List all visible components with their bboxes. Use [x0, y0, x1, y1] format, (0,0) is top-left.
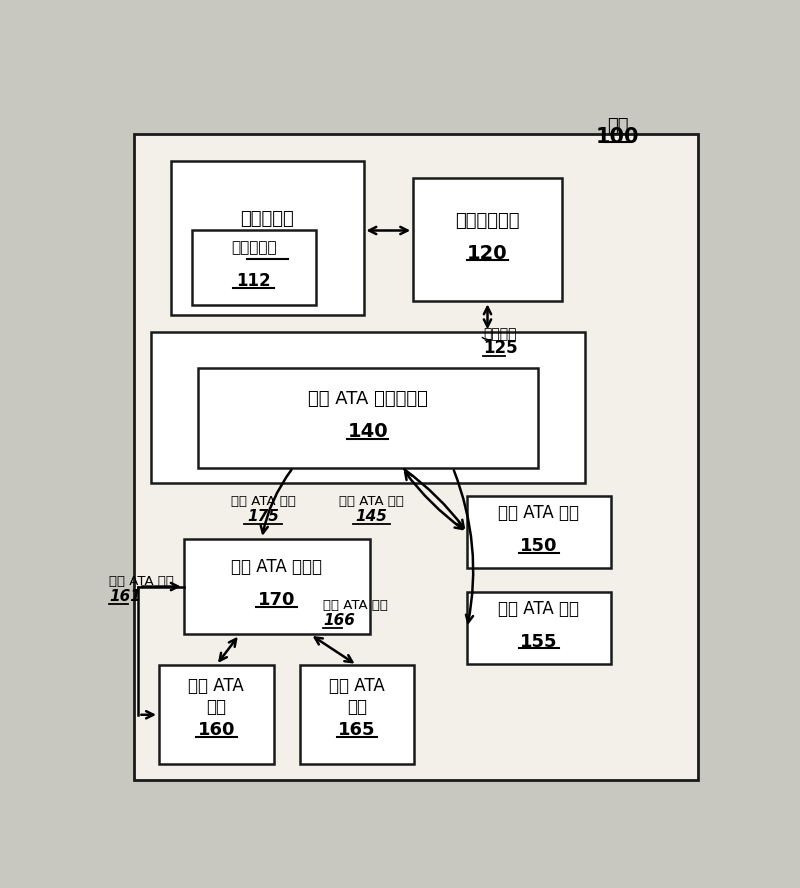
- FancyArrowPatch shape: [142, 711, 154, 718]
- Bar: [184, 539, 370, 634]
- Text: 串行 ATA: 串行 ATA: [188, 677, 244, 695]
- Text: 166: 166: [323, 613, 355, 628]
- Text: 串行 ATA 链路: 串行 ATA 链路: [323, 599, 388, 612]
- Bar: [467, 496, 611, 568]
- Text: 160: 160: [198, 721, 235, 739]
- FancyArrowPatch shape: [315, 638, 352, 662]
- Text: 串行 ATA 主机控制器: 串行 ATA 主机控制器: [308, 390, 428, 408]
- Text: 串行 ATA 链路: 串行 ATA 链路: [110, 575, 174, 588]
- Bar: [159, 665, 274, 765]
- Text: 155: 155: [520, 632, 558, 651]
- Text: 145: 145: [356, 509, 387, 524]
- FancyArrowPatch shape: [454, 470, 474, 622]
- Text: 串行 ATA 倍增器: 串行 ATA 倍增器: [231, 559, 322, 576]
- Text: 装置: 装置: [206, 698, 226, 716]
- Text: 系统存储器: 系统存储器: [241, 210, 294, 228]
- Text: 161: 161: [110, 589, 141, 604]
- Text: 130: 130: [347, 412, 388, 431]
- Text: 系统: 系统: [607, 116, 629, 135]
- Text: 110: 110: [247, 242, 288, 261]
- Text: 112: 112: [237, 272, 271, 289]
- Text: 串行 ATA: 串行 ATA: [329, 677, 385, 695]
- FancyArrowPatch shape: [405, 472, 462, 529]
- FancyArrowPatch shape: [404, 469, 464, 527]
- Text: 串行 ATA 装置: 串行 ATA 装置: [498, 504, 579, 522]
- Bar: [413, 178, 562, 301]
- Bar: [171, 162, 363, 315]
- Bar: [198, 369, 538, 468]
- Text: 媒体及通信处理器: 媒体及通信处理器: [325, 379, 411, 397]
- Text: 中央处理单元: 中央处理单元: [455, 211, 520, 230]
- Text: 120: 120: [467, 244, 508, 263]
- Text: 串行 ATA 链路: 串行 ATA 链路: [230, 496, 295, 508]
- Text: 125: 125: [483, 339, 518, 357]
- FancyArrowPatch shape: [220, 638, 236, 661]
- Text: 100: 100: [596, 127, 639, 147]
- Text: 140: 140: [347, 422, 388, 441]
- FancyArrowPatch shape: [261, 470, 291, 533]
- Text: 装置: 装置: [347, 698, 367, 716]
- FancyArrowPatch shape: [142, 583, 178, 591]
- Text: 前侧总线: 前侧总线: [483, 328, 517, 341]
- FancyArrowPatch shape: [484, 307, 491, 327]
- Text: 串行 ATA 装置: 串行 ATA 装置: [498, 599, 579, 618]
- Bar: [192, 230, 316, 305]
- FancyArrowPatch shape: [369, 226, 407, 234]
- Bar: [467, 592, 611, 664]
- Text: 150: 150: [520, 537, 558, 555]
- Text: 装置驱动器: 装置驱动器: [231, 241, 277, 256]
- Bar: [151, 332, 585, 483]
- Text: 175: 175: [247, 509, 279, 524]
- Bar: [300, 665, 414, 765]
- Text: 串行 ATA 链路: 串行 ATA 链路: [339, 496, 404, 508]
- Text: 170: 170: [258, 591, 295, 609]
- Text: 165: 165: [338, 721, 376, 739]
